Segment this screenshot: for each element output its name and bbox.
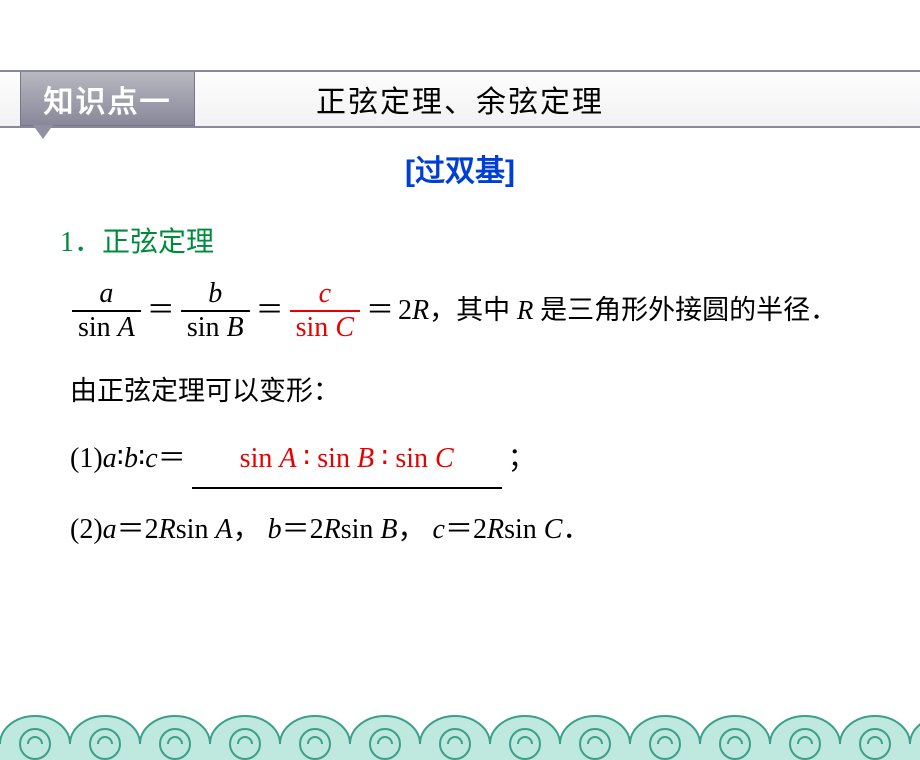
equals: ＝ <box>256 287 284 335</box>
fraction-a-sinA: a sin A <box>72 278 141 344</box>
formula-tail: ，其中 R 是三角形外接圆的半径． <box>429 288 837 334</box>
item-1-ratio: (1) a ∶ b ∶ c ＝ sin A ∶ sin B ∶ sin C ； <box>70 432 860 489</box>
decorative-wave-border <box>0 714 920 760</box>
semicolon: ； <box>508 432 536 485</box>
tab-label: 知识点一 <box>44 77 172 121</box>
section-number: 1 <box>60 227 74 258</box>
knowledge-tab: 知识点一 <box>20 72 195 126</box>
frac-num: c <box>313 278 337 310</box>
content-area: [过双基] 1．正弦定理 a sin A ＝ b sin B ＝ c sin C… <box>0 128 920 556</box>
var-a: a <box>103 432 117 485</box>
frac-den: sin C <box>290 310 360 344</box>
header-title: 正弦定理、余弦定理 <box>316 77 604 121</box>
frac-den: sin A <box>72 310 141 344</box>
colon: ∶ <box>117 432 124 485</box>
frac-num: b <box>202 278 228 310</box>
section-title: 1．正弦定理 <box>60 220 860 260</box>
equals: ＝ <box>147 287 175 335</box>
frac-num: a <box>93 278 119 310</box>
equals: ＝ <box>366 287 394 335</box>
law-of-sines-formula: a sin A ＝ b sin B ＝ c sin C ＝ 2R ，其中 R 是… <box>70 278 860 344</box>
fraction-c-sinC-answer: c sin C <box>290 278 360 344</box>
item-label: (2) <box>70 514 103 545</box>
section-text: ．正弦定理 <box>74 227 214 258</box>
blank-answer-ratio: sin A ∶ sin B ∶ sin C <box>192 432 502 489</box>
item-label: (1) <box>70 432 103 485</box>
var-c: c <box>145 432 157 485</box>
header-bar: 知识点一 正弦定理、余弦定理 <box>0 70 920 128</box>
derivation-intro: 由正弦定理可以变形： <box>70 366 860 417</box>
fraction-b-sinB: b sin B <box>181 278 250 344</box>
subtitle: [过双基] <box>60 146 860 190</box>
rhs-2R: 2R <box>398 287 429 335</box>
colon: ∶ <box>138 432 145 485</box>
equals: ＝ <box>158 432 186 485</box>
frac-den: sin B <box>181 310 250 344</box>
var-b: b <box>124 432 138 485</box>
item-2-sides: (2)a＝2Rsin A， b＝2Rsin B， c＝2Rsin C． <box>70 503 860 556</box>
